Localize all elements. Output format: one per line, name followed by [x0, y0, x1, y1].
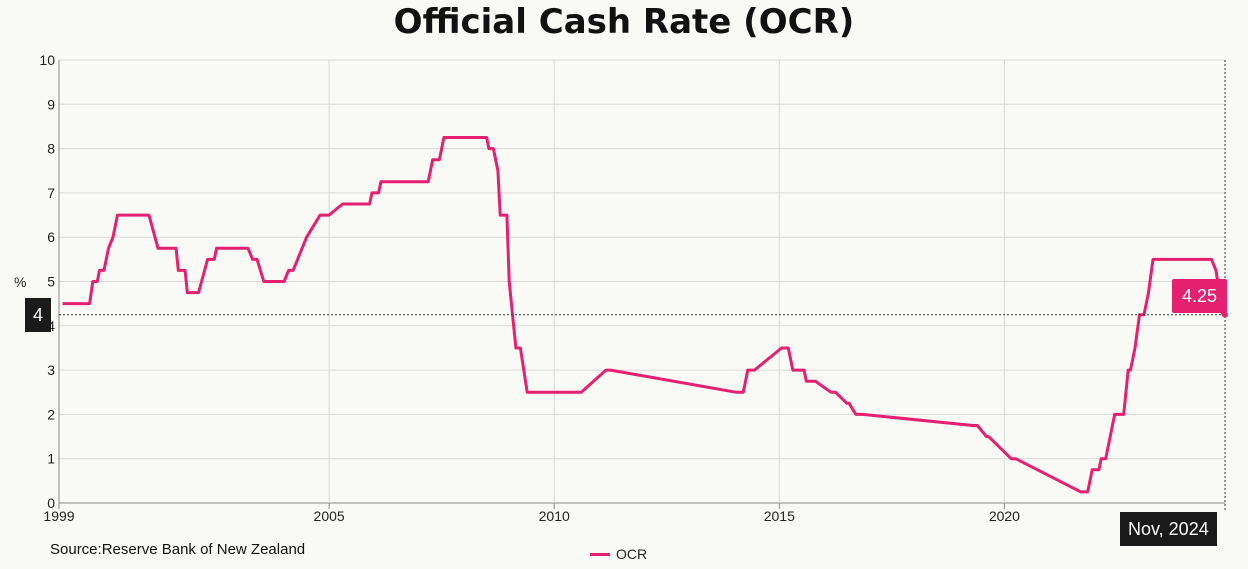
y-tick-label: 8 — [47, 141, 55, 157]
y-tick-label: 0 — [47, 495, 55, 511]
crosshair-y-tag: 4 — [25, 297, 52, 332]
legend-swatch — [590, 552, 610, 556]
crosshair-x-tag: Nov, 2024 — [1120, 512, 1217, 546]
crosshair — [59, 60, 1228, 511]
y-tick-label: 5 — [47, 274, 55, 290]
x-tick-label: 2010 — [539, 508, 570, 524]
chart-title: Official Cash Rate (OCR) — [393, 2, 855, 42]
y-tick-label: 9 — [47, 96, 55, 112]
series-line-ocr — [62, 136, 1225, 494]
y-tick-label: 1 — [47, 451, 55, 467]
legend-label-ocr: OCR — [616, 546, 648, 562]
y-tick-label: 7 — [47, 185, 55, 201]
series-group — [62, 136, 1225, 494]
y-tick-label: 3 — [47, 362, 55, 378]
y-tick-label: 4 — [47, 318, 55, 334]
y-tick-label: 6 — [47, 229, 55, 245]
y-axis-label: % — [14, 274, 26, 290]
x-tick-label: 2005 — [314, 508, 345, 524]
x-tick-labels: 1999 2005 2010 2015 2020 — [43, 508, 1020, 524]
crosshair-point — [1222, 311, 1228, 318]
y-tick-label: 2 — [47, 406, 55, 422]
tooltip-value: 4.25 — [1172, 278, 1228, 313]
grid-lines — [58, 59, 1225, 509]
source-note: Source:Reserve Bank of New Zealand — [50, 541, 306, 558]
y-tick-labels: 0 1 2 3 4 5 6 7 8 9 10 — [39, 52, 55, 511]
x-tick-label: 2015 — [764, 508, 795, 524]
x-tick-label: 1999 — [43, 508, 74, 524]
legend[interactable]: OCR — [590, 546, 647, 562]
x-tick-label: 2020 — [989, 508, 1020, 524]
y-tick-label: 10 — [39, 52, 55, 68]
